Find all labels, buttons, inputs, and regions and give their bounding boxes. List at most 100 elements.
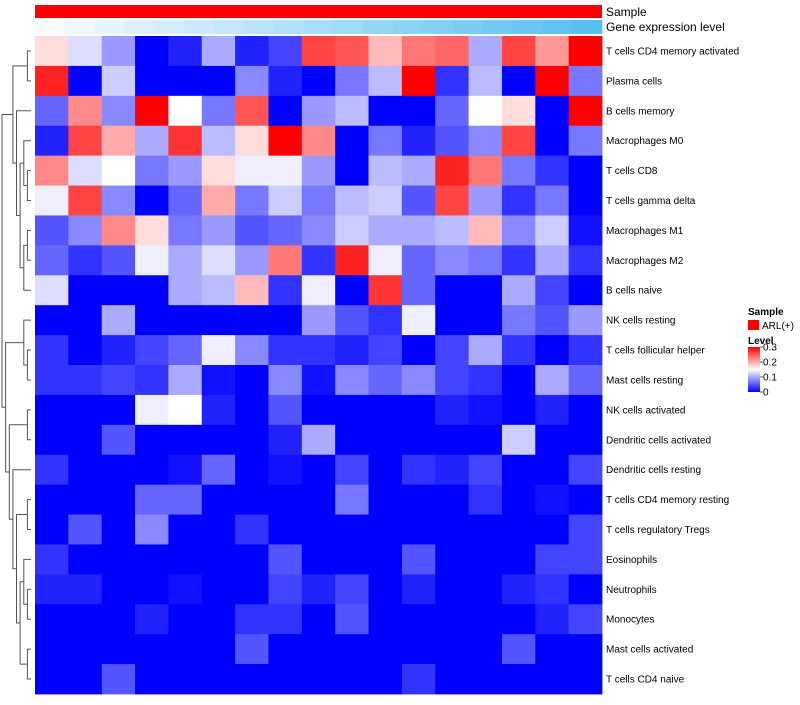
heatmap-cell [268,664,303,695]
heatmap-cell [168,514,203,545]
heatmap-cell [468,514,503,545]
heatmap-cell [268,514,303,545]
row-label: T cells CD4 memory activated [606,47,739,58]
heatmap-cell [235,155,269,186]
heatmap-cell [501,215,536,246]
row-label: B cells naive [606,286,663,297]
heatmap-cell [168,424,203,456]
heatmap-cell [435,454,469,486]
heatmap-cell [201,394,236,426]
dendrogram-branch [26,499,31,530]
heatmap-cell [268,484,303,515]
dendrogram-branch [16,514,28,624]
heatmap-cell [501,36,536,67]
heatmap-cell [35,245,69,276]
row-label: Dendritic cells resting [606,465,701,476]
heatmap-cell [135,215,169,246]
row-label: Macrophages M2 [606,256,684,267]
heatmap-cell [368,514,403,545]
heatmap-cell [501,245,536,276]
dendrogram-branch [26,349,31,381]
heatmap-cell [368,305,403,336]
heatmap-cell [335,514,369,545]
heatmap-cell [468,634,503,665]
dendrogram-branch [26,588,31,620]
gene-expression-cell [393,20,424,34]
row-label: NK cells activated [606,405,685,416]
heatmap-cell [301,604,336,635]
heatmap-cell [568,484,603,515]
heatmap-cell [435,424,469,456]
heatmap-cell [201,634,236,665]
gene-expression-cell [572,20,603,34]
heatmap-cell [535,484,570,515]
heatmap-cell [368,335,403,366]
heatmap-cell [135,365,169,396]
heatmap-cell [201,514,236,545]
heatmap-cell [101,305,136,336]
heatmap-cell [368,185,403,216]
heatmap-cell [535,245,570,276]
heatmap-cell [201,544,236,575]
heatmap-cell [468,394,503,426]
heatmap-cell [335,484,369,515]
heatmap-cell [101,275,136,306]
gene-expression-cell [482,20,513,34]
heatmap-cell [135,275,169,306]
heatmap-cell [501,335,536,366]
heatmap-cell [501,454,536,486]
sample-annotation-bar [35,5,602,18]
heatmap-cell [235,484,269,515]
heatmap-cell [101,664,136,695]
heatmap-cell [368,454,403,486]
heatmap-cell [101,365,136,396]
heatmap-cell [268,574,303,605]
heatmap-cell [535,65,570,97]
dendrogram-branch [8,424,28,520]
heatmap-cell [101,454,136,486]
heatmap-cell [168,664,203,695]
row-label: Macrophages M1 [606,226,684,237]
gene-expression-cell [154,20,185,34]
heatmap-cell [468,604,503,635]
heatmap-cell [501,514,536,545]
heatmap-cell [101,424,136,456]
heatmap-cell [335,155,369,186]
row-label: Neutrophils [606,585,657,596]
heatmap-cell [35,514,69,545]
heatmap-cell [35,155,69,186]
heatmap-cell [168,394,203,426]
heatmap-cell [501,95,536,127]
dendrogram-branch [26,648,31,680]
heatmap-cell [201,155,236,186]
heatmap-cell [368,65,403,97]
heatmap-cell [401,36,436,67]
heatmap-cell [535,275,570,306]
heatmap-cell [268,604,303,635]
heatmap-cell [435,574,469,605]
heatmap-cell [401,275,436,306]
heatmap-cell [568,514,603,545]
heatmap-cell [535,424,570,456]
gene-expression-cell [363,20,394,34]
heatmap-cell [168,484,203,515]
heatmap-cell [301,155,336,186]
row-label: NK cells resting [606,316,675,327]
heatmap-cell [135,394,169,426]
heatmap-cell [135,305,169,336]
heatmap-cell [435,185,469,216]
dendrogram-branch [26,50,31,82]
heatmap-cell [268,454,303,486]
heatmap-cell [535,664,570,695]
gene-expression-cell [124,20,155,34]
heatmap-cell [101,574,136,605]
heatmap-cell [168,604,203,635]
row-label: T cells CD4 naive [606,675,685,686]
heatmap-cell [101,125,136,157]
heatmap-cell [101,335,136,366]
heatmap-cell [168,335,203,366]
heatmap-cell [168,125,203,157]
heatmap-cell [101,155,136,186]
heatmap-cell [301,394,336,426]
heatmap-cell [535,634,570,665]
